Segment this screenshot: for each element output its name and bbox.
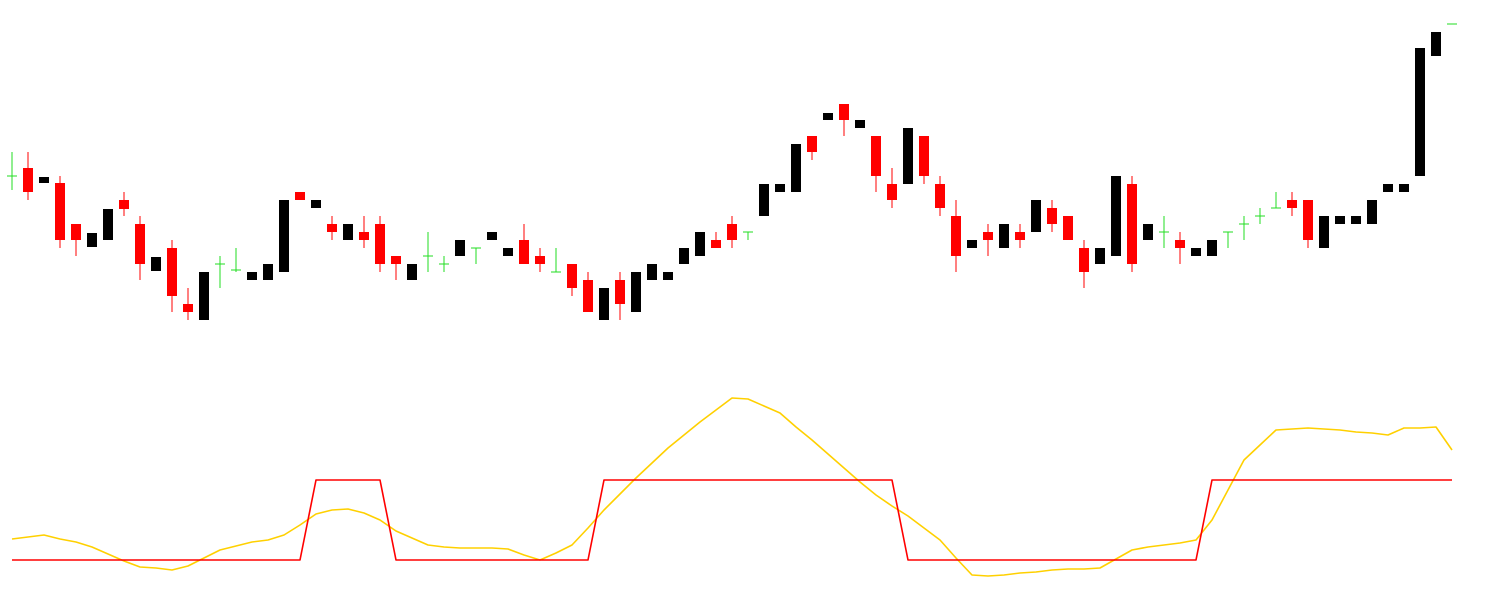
candle-body [87,233,97,247]
candle-body [1431,32,1441,56]
candle-body [759,184,769,216]
candle-body [311,200,321,208]
candle-body [183,304,193,312]
candle-body [903,128,913,184]
candle-body [631,272,641,312]
indicator-line [11,397,1453,577]
candle-body [1399,184,1409,192]
candle-body [951,216,961,256]
candle-body [1287,200,1297,208]
candle-body [1127,184,1137,264]
candle-body [775,184,785,192]
candle-body [375,224,385,264]
candle-body [1207,240,1217,256]
candle-body [1031,200,1041,232]
candle-body [343,224,353,240]
candle-body [1111,176,1121,256]
candle-body [1383,184,1393,192]
candle-body [1367,200,1377,224]
candle-body [919,136,929,176]
candle-body [103,209,113,240]
candle-body [1415,48,1425,176]
candle-body [23,168,33,192]
candle-body [535,256,545,264]
candle-body [1079,248,1089,272]
candle-body [71,224,81,240]
candle-body [151,257,161,271]
candle-body [519,240,529,264]
candle-body [855,120,865,128]
candle-body [1063,216,1073,240]
indicator-line [12,479,1452,561]
candle-body [791,144,801,192]
candle-body [135,224,145,264]
candle-body [583,280,593,312]
candle-body [1303,200,1313,240]
candle-body [503,248,513,256]
candle-body [55,183,65,240]
candle-body [295,192,305,200]
candle-body [1175,240,1185,248]
candle-body [1047,208,1057,224]
candle-body [807,136,817,152]
candle-body [391,256,401,264]
candle-body [279,200,289,272]
candle-body [887,184,897,200]
candle-body [1143,224,1153,240]
candle-body [1191,248,1201,256]
candle-body [711,240,721,248]
candle-body [679,248,689,264]
candle-body [663,272,673,280]
candle-body [1319,216,1329,248]
candle-body [1351,216,1361,224]
candle-body [727,224,737,240]
candle-body [247,272,257,280]
candle-body [695,232,705,256]
candle-body [567,264,577,288]
candle-body [823,113,833,120]
candle-body [407,264,417,280]
candle-body [487,232,497,240]
candle-body [839,104,849,120]
candle-body [1335,216,1345,224]
candle-body [199,272,209,320]
candle-body [647,264,657,280]
candle-body [119,200,129,209]
candle-body [359,232,369,240]
candle-body [599,288,609,320]
candle-body [871,136,881,176]
candle-body [39,177,49,183]
candle-body [615,280,625,304]
candle-body [1095,248,1105,264]
candle-body [967,240,977,248]
candle-body [455,240,465,256]
candle-body [263,264,273,280]
candle-body [327,224,337,232]
candle-body [167,248,177,296]
candle-body [983,232,993,240]
candle-body [1015,232,1025,240]
candle-body [999,224,1009,248]
candle-body [935,184,945,208]
